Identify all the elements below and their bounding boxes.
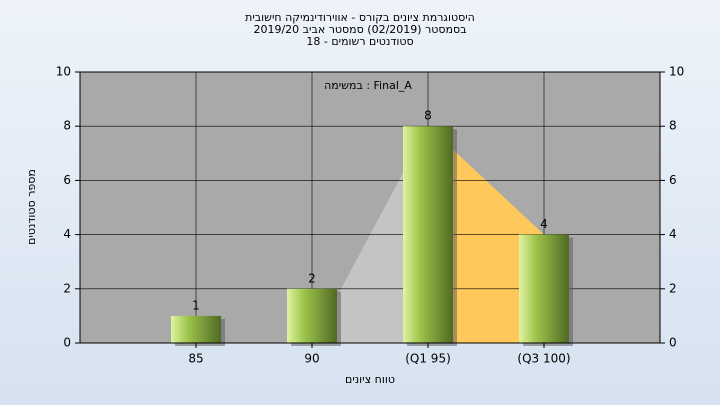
y2-tick-label: 10 (669, 65, 684, 79)
x-tick-label: 85 (188, 352, 203, 366)
y-tick-label: 2 (63, 281, 71, 295)
x-axis-label: טווח ציונים (345, 373, 395, 386)
bar (171, 315, 221, 343)
bar (519, 234, 569, 343)
title: היסטוגרמת ציונים בקורס - אווירודינמיקה ח… (245, 11, 475, 48)
title-line: בסמסטר (02/2019) סמסטר אביב 2019/20 (253, 23, 466, 36)
title-line: סטודנטים רשומים - 18 (306, 35, 413, 48)
y-tick-label: 0 (63, 336, 71, 350)
data-label: 2 (308, 271, 316, 285)
y2-tick-label: 4 (669, 227, 677, 241)
data-label: 4 (540, 217, 548, 231)
y2-tick-label: 2 (669, 281, 677, 295)
x-tick-label: 90 (304, 352, 319, 366)
plot-frame (79, 71, 661, 344)
data-label: 1 (192, 298, 200, 312)
x-tick-label: (Q1 95) (405, 352, 451, 366)
y-tick-label: 6 (63, 173, 71, 187)
y-tick-label: 8 (63, 119, 71, 133)
y2-tick-label: 6 (669, 173, 677, 187)
y2-tick-label: 8 (669, 119, 677, 133)
title-line: היסטוגרמת ציונים בקורס - אווירודינמיקה ח… (245, 11, 475, 24)
y2-tick-label: 0 (669, 336, 677, 350)
bar (287, 288, 337, 343)
x-tick-label: (Q3 100) (517, 352, 570, 366)
data-label: 8 (424, 109, 432, 123)
bar (403, 126, 453, 343)
y-tick-label: 10 (56, 65, 71, 79)
y-tick-label: 4 (63, 227, 71, 241)
y-axis-label: מספר סטודנטים (25, 169, 38, 245)
annotation: במשימה : Final_A (324, 79, 412, 92)
